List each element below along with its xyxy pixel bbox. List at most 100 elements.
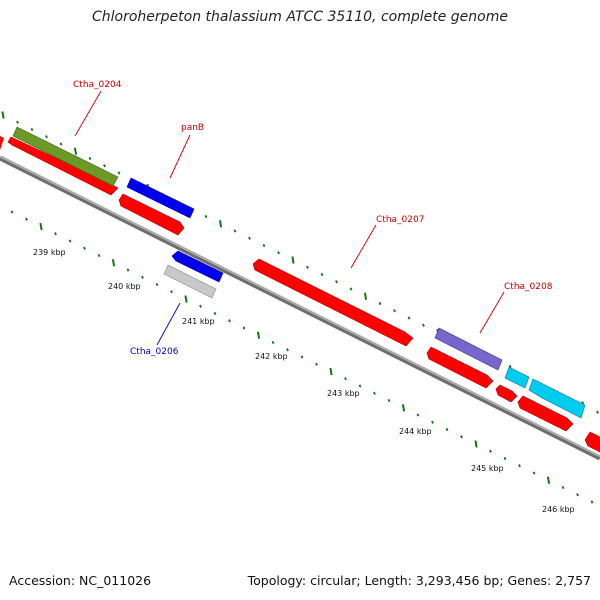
minor-tick xyxy=(561,485,565,490)
major-tick xyxy=(111,259,116,267)
minor-tick xyxy=(407,316,411,320)
gene-panb[interactable] xyxy=(126,177,195,219)
minor-tick xyxy=(286,348,289,352)
label-ctha-0207[interactable]: Ctha_0207 xyxy=(376,215,424,225)
minor-tick xyxy=(30,127,34,132)
minor-tick xyxy=(68,239,72,243)
minor-tick xyxy=(248,236,251,240)
minor-tick xyxy=(344,377,347,381)
scale-label: 246 kbp xyxy=(542,505,575,514)
forward-genes xyxy=(0,136,600,453)
minor-tick xyxy=(97,253,101,258)
major-tick xyxy=(256,331,261,339)
minor-tick xyxy=(59,142,63,146)
gene-ctha-0207-cds[interactable] xyxy=(252,258,414,347)
reverse-genes xyxy=(163,250,224,299)
scale-label: 240 kbp xyxy=(108,282,141,291)
major-tick xyxy=(291,256,295,264)
minor-tick xyxy=(300,355,304,359)
inner-tick-row xyxy=(10,210,594,504)
genome-backbone xyxy=(0,155,600,461)
label-ctha-0208[interactable]: Ctha_0208 xyxy=(504,282,553,292)
minor-tick xyxy=(170,290,173,294)
gene-small-cds[interactable] xyxy=(495,384,518,403)
minor-tick xyxy=(532,471,536,475)
minor-tick xyxy=(596,410,599,414)
scale-label: 245 kbp xyxy=(471,464,504,473)
minor-tick xyxy=(83,246,86,250)
minor-tick xyxy=(373,391,376,395)
scale-label: 241 kbp xyxy=(182,317,215,326)
scale-label: 239 kbp xyxy=(33,248,66,257)
minor-tick xyxy=(460,435,463,439)
minor-tick xyxy=(199,304,202,308)
upper-genes xyxy=(12,126,586,419)
minor-tick xyxy=(10,210,14,214)
minor-tick xyxy=(320,272,324,277)
scale-labels: 239 kbp 240 kbp 241 kbp 242 kbp 243 kbp … xyxy=(33,248,575,514)
minor-tick xyxy=(213,311,217,316)
minor-tick xyxy=(141,275,144,279)
scale-label: 242 kbp xyxy=(255,352,288,361)
minor-tick xyxy=(126,268,130,272)
gene-ctha-0208[interactable] xyxy=(434,327,503,371)
minor-tick xyxy=(204,214,208,219)
minor-tick xyxy=(16,120,19,124)
major-tick xyxy=(39,222,43,231)
gene-ctha-0208-cds[interactable] xyxy=(426,346,494,389)
gene-ctha-0203-fragment[interactable] xyxy=(0,136,4,150)
minor-tick xyxy=(242,326,246,330)
gene-next-cds[interactable] xyxy=(517,395,574,432)
minor-tick xyxy=(271,340,275,345)
label-leaders xyxy=(74,90,505,346)
minor-tick xyxy=(103,164,106,168)
major-tick xyxy=(474,440,478,448)
gene-cyan-2[interactable] xyxy=(528,378,586,419)
minor-tick xyxy=(387,398,391,403)
minor-tick xyxy=(277,251,280,255)
major-tick xyxy=(73,147,78,155)
gene-ctha-0204[interactable] xyxy=(12,126,119,187)
minor-tick xyxy=(416,413,420,417)
minor-tick xyxy=(358,384,362,388)
minor-tick xyxy=(422,323,425,327)
minor-tick xyxy=(489,449,492,453)
major-tick xyxy=(218,220,223,228)
minor-tick xyxy=(518,464,521,468)
scale-label: 243 kbp xyxy=(327,389,360,398)
label-ctha-0206[interactable]: Ctha_0206 xyxy=(130,347,179,357)
label-panb[interactable]: panB xyxy=(181,123,204,133)
minor-tick xyxy=(45,135,48,139)
minor-tick xyxy=(262,243,266,248)
minor-tick xyxy=(503,456,507,461)
major-tick xyxy=(1,111,5,119)
minor-tick xyxy=(576,493,579,497)
minor-tick xyxy=(233,229,237,233)
gene-edge-cds[interactable] xyxy=(584,431,600,453)
minor-tick xyxy=(349,287,353,291)
gene-ctha-0206[interactable] xyxy=(163,264,217,299)
minor-tick xyxy=(378,301,382,306)
minor-tick xyxy=(54,232,57,236)
minor-tick xyxy=(431,420,434,424)
minor-tick xyxy=(228,319,231,323)
minor-tick xyxy=(306,265,309,269)
minor-tick xyxy=(335,280,338,284)
map-title: Chloroherpeton thalassium ATCC 35110, co… xyxy=(92,9,508,25)
minor-tick xyxy=(88,156,92,161)
label-ctha-0204[interactable]: Ctha_0204 xyxy=(73,80,122,90)
minor-tick xyxy=(445,427,449,432)
minor-tick xyxy=(25,217,28,221)
major-tick xyxy=(546,476,551,484)
major-tick xyxy=(363,292,368,300)
gene-panb-cds[interactable] xyxy=(118,193,185,236)
gene-ctha-0205-rna[interactable] xyxy=(171,250,224,283)
minor-tick xyxy=(393,309,396,313)
gene-ctha-0204-cds[interactable] xyxy=(7,136,119,196)
scale-label: 244 kbp xyxy=(399,427,432,436)
minor-tick xyxy=(315,362,318,366)
minor-tick xyxy=(117,171,121,175)
gene-cyan-1[interactable] xyxy=(504,366,530,389)
topology-text: Topology: circular; Length: 3,293,456 bp… xyxy=(247,573,591,588)
